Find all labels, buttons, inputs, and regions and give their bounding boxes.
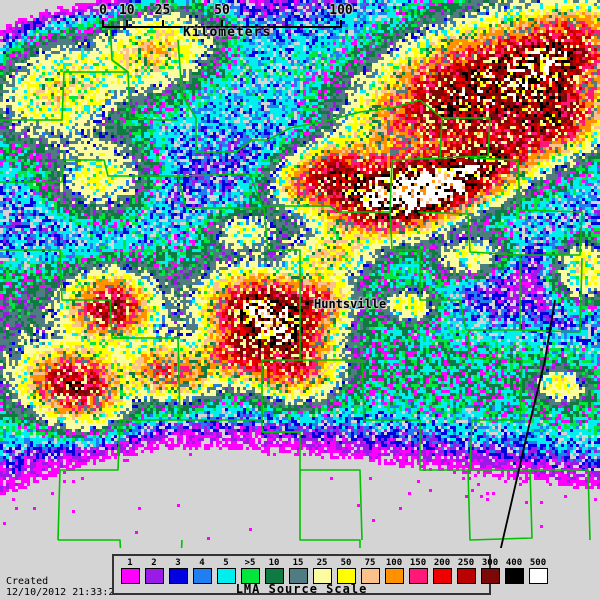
legend-entry-swatch — [456, 568, 476, 584]
legend-panel: 1 2 3 4 5 >5 10 15 25 50 75 100 150 200 250 300 400 500 L… — [112, 554, 548, 596]
legend-entry-swatch — [528, 568, 548, 584]
legend-entry-label: >5 — [244, 558, 256, 568]
legend-entry: 400 — [502, 558, 526, 584]
legend-entry: 500 — [526, 558, 550, 584]
legend-entry-swatch — [120, 568, 140, 584]
legend-entry-swatch — [144, 568, 164, 584]
legend-entry: 150 — [406, 558, 430, 584]
legend-entry: 100 — [382, 558, 406, 584]
legend-entry-label: 4 — [199, 558, 205, 568]
legend-entry: 15 — [286, 558, 310, 584]
legend-entry-label: 3 — [175, 558, 181, 568]
legend-entry: 4 — [190, 558, 214, 584]
legend-entry: 250 — [454, 558, 478, 584]
scale-bar-unit-label: Kilometers — [183, 25, 272, 40]
legend-entry: 25 — [310, 558, 334, 584]
city-marker-label: Huntsville — [314, 297, 387, 311]
legend-entry-label: 500 — [529, 558, 547, 568]
legend-entry-swatch — [312, 568, 332, 584]
legend-entry-label: 200 — [433, 558, 451, 568]
legend-entry: 50 — [334, 558, 358, 584]
created-label: Created — [6, 576, 49, 587]
legend-entry: 1 — [118, 558, 142, 584]
legend-entry-label: 15 — [292, 558, 304, 568]
city-marker-dot — [305, 301, 309, 305]
legend-entry-swatch — [432, 568, 452, 584]
legend-entry-label: 5 — [223, 558, 229, 568]
legend-title: LMA Source Scale — [235, 582, 368, 596]
legend-entry-swatch — [384, 568, 404, 584]
legend-entry-swatch — [360, 568, 380, 584]
legend-entry-label: 10 — [268, 558, 280, 568]
legend-entry-label: 400 — [505, 558, 523, 568]
legend-entry: 75 — [358, 558, 382, 584]
legend-entry-label: 250 — [457, 558, 475, 568]
legend-entry-label: 1 — [127, 558, 133, 568]
legend-entry-label: 300 — [481, 558, 499, 568]
legend-entry-label: 2 — [151, 558, 157, 568]
legend-entry-label: 75 — [364, 558, 376, 568]
legend-entry-label: 150 — [409, 558, 427, 568]
legend-entry: 2 — [142, 558, 166, 584]
legend-entry: 3 — [166, 558, 190, 584]
legend-entry: 200 — [430, 558, 454, 584]
created-timestamp: Created 12/10/2012 21:33:21 — [6, 576, 120, 598]
legend-entry-swatch — [240, 568, 260, 584]
legend-entry-label: 100 — [385, 558, 403, 568]
legend-entry: >5 — [238, 558, 262, 584]
legend-swatch-row: 1 2 3 4 5 >5 10 15 25 50 75 100 150 200 250 300 400 500 — [118, 558, 550, 584]
legend-entry: 10 — [262, 558, 286, 584]
legend-entry: 300 — [478, 558, 502, 584]
legend-entry-swatch — [288, 568, 308, 584]
legend-entry-swatch — [408, 568, 428, 584]
legend-entry-swatch — [216, 568, 236, 584]
legend-entry-label: 25 — [316, 558, 328, 568]
legend-entry: 5 — [214, 558, 238, 584]
legend-entry-swatch — [504, 568, 524, 584]
legend-entry-swatch — [168, 568, 188, 584]
legend-entry-label: 50 — [340, 558, 352, 568]
legend-entry-swatch — [192, 568, 212, 584]
legend-entry-swatch — [264, 568, 284, 584]
created-datetime: 12/10/2012 21:33:21 — [6, 587, 121, 598]
legend-entry-swatch — [336, 568, 356, 584]
legend-entry-swatch — [480, 568, 500, 584]
